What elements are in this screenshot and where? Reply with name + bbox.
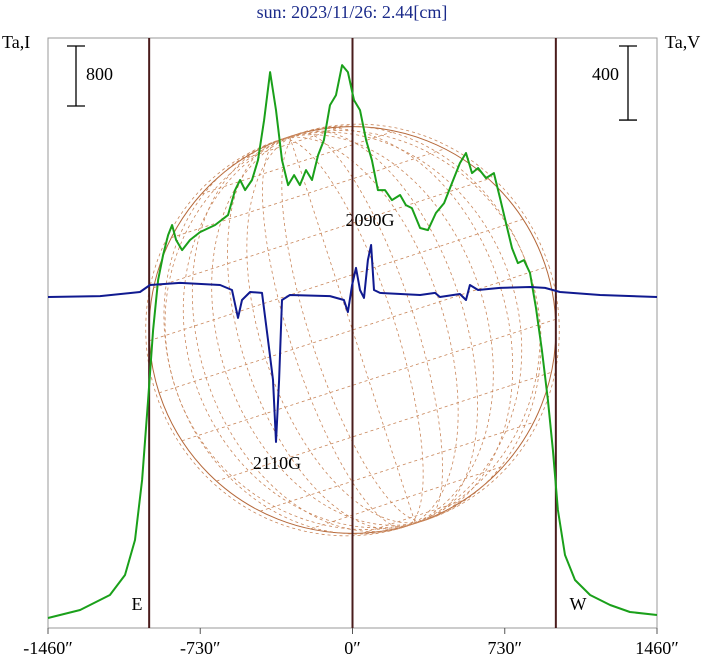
meridian (211, 128, 514, 526)
x-tick-label: 1460″ (635, 638, 679, 658)
parallel (216, 371, 552, 482)
chart-title: sun: 2023/11/26: 2.44[cm] (257, 2, 448, 22)
x-tick-label: -1460″ (23, 638, 73, 658)
limb-label: E (132, 594, 143, 614)
annotation: 2090G (346, 210, 395, 230)
meridian (182, 125, 542, 529)
scale-bar-label: 800 (86, 64, 113, 84)
series-line (47, 244, 658, 443)
meridian (164, 123, 560, 530)
x-tick-label: -730″ (180, 638, 221, 658)
parallel (153, 178, 489, 289)
scale-bar-label: 400 (592, 64, 619, 84)
parallel (181, 318, 556, 442)
x-tick-label: 730″ (488, 638, 523, 658)
parallel (201, 130, 395, 195)
parallel (260, 421, 534, 512)
meridian (289, 136, 416, 524)
x-tick-label: 0″ (344, 638, 361, 658)
scale-bar (67, 45, 85, 107)
parallel (310, 465, 504, 530)
series-line (47, 64, 658, 619)
y-label: Ta,I (2, 32, 30, 52)
scale-bar (619, 45, 637, 121)
limb-label: W (570, 594, 587, 614)
parallel (158, 266, 547, 394)
y2-label: Ta,V (665, 32, 700, 52)
meridian (281, 132, 443, 522)
annotation: 2110G (253, 453, 301, 473)
parallel (171, 148, 445, 239)
